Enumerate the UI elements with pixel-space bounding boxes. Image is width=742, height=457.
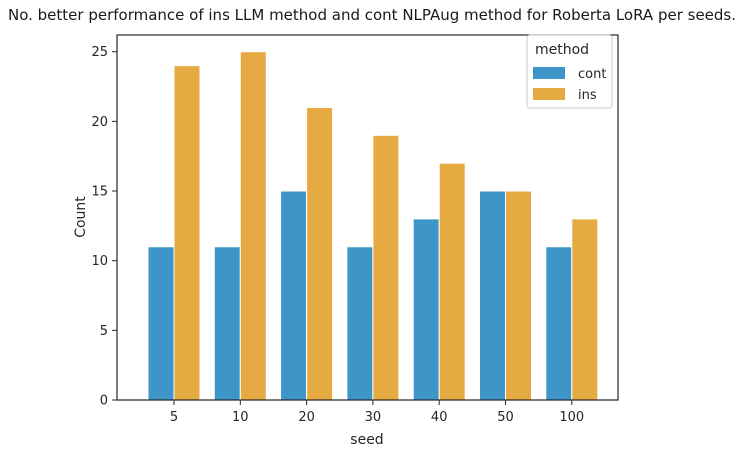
x-tick-label: 30 bbox=[365, 410, 382, 425]
legend: method cont ins bbox=[526, 34, 613, 109]
bar-cont-5 bbox=[147, 246, 175, 401]
x-tick-label: 40 bbox=[431, 410, 448, 425]
chart-title: No. better performance of ins LLM method… bbox=[8, 6, 736, 24]
bar-cont-30 bbox=[346, 246, 374, 401]
y-tick-label: 0 bbox=[100, 394, 108, 409]
bar-ins-10 bbox=[239, 51, 267, 401]
x-tick-label: 20 bbox=[298, 410, 315, 425]
y-axis-ticks: 0 5 10 15 20 25 bbox=[91, 45, 117, 409]
legend-label-cont: cont bbox=[578, 67, 606, 82]
bar-ins-20 bbox=[306, 106, 334, 401]
plot-frame bbox=[116, 34, 619, 401]
bar-ins-50 bbox=[505, 190, 532, 401]
x-axis-label: seed bbox=[350, 432, 383, 448]
x-tick-label: 10 bbox=[232, 410, 249, 425]
bar-cont-10 bbox=[213, 246, 241, 401]
y-axis-label: Count bbox=[73, 196, 89, 238]
y-tick-label: 20 bbox=[91, 115, 108, 130]
bar-ins-30 bbox=[372, 134, 400, 401]
x-axis-ticks: 5 10 20 30 40 50 100 bbox=[170, 400, 584, 425]
y-tick-label: 15 bbox=[91, 185, 108, 200]
y-tick-label: 10 bbox=[91, 254, 108, 269]
x-tick-label: 100 bbox=[559, 410, 584, 425]
legend-swatch-cont bbox=[533, 67, 565, 79]
bar-ins-5 bbox=[173, 65, 201, 401]
bar-ins-40 bbox=[438, 162, 466, 401]
y-tick-label: 25 bbox=[91, 45, 108, 60]
legend-title: method bbox=[535, 42, 589, 58]
bar-cont-20 bbox=[280, 190, 308, 401]
x-tick-label: 5 bbox=[170, 410, 178, 425]
y-tick-label: 5 bbox=[100, 324, 108, 339]
bars bbox=[147, 51, 599, 401]
legend-swatch-ins bbox=[533, 88, 565, 100]
bar-cont-100 bbox=[545, 246, 573, 401]
bar-cont-50 bbox=[479, 190, 506, 401]
legend-label-ins: ins bbox=[578, 88, 597, 103]
bar-ins-100 bbox=[571, 218, 599, 401]
bar-cont-40 bbox=[412, 218, 440, 401]
x-tick-label: 50 bbox=[497, 410, 514, 425]
